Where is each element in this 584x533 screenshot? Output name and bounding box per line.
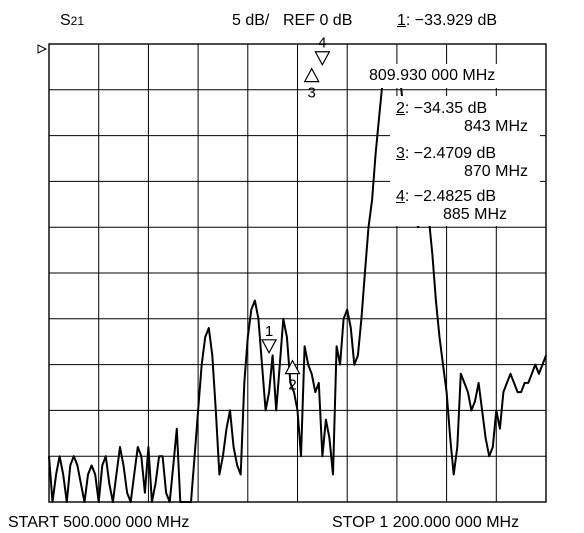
marker-4-label: 4: [318, 35, 326, 52]
marker-3-value: : −2.4709 dB: [404, 145, 497, 162]
active-marker-readout: 1: −33.929 dB: [397, 12, 497, 30]
marker-layer: 1 2 3 4: [261, 35, 331, 394]
start-frequency-label: START 500.000 000 MHz: [8, 514, 190, 531]
trace-s21: [48, 65, 547, 503]
marker-4-readout: 4: −2.4825 dB: [396, 188, 496, 206]
active-marker-number: 1: [397, 12, 406, 29]
active-freq-box: [364, 64, 540, 88]
marker-3-readout: 3: −2.4709 dB: [396, 145, 496, 163]
marker-3-number: 3: [396, 145, 405, 162]
marker-4-number: 4: [396, 188, 405, 205]
marker-2-value: : −34.35 dB: [404, 100, 488, 117]
trace-layer: [48, 65, 547, 503]
reference-level-icon: [37, 44, 48, 54]
parameter-label-sub: 21: [70, 14, 85, 28]
parameter-label: S21: [60, 12, 84, 30]
scale-label: 5 dB/: [232, 12, 270, 29]
marker-4-frequency: 885 MHz: [443, 206, 508, 223]
marker-2-frequency: 843 MHz: [464, 118, 529, 135]
marker-table-box: [390, 96, 540, 226]
active-marker-value: : −33.929 dB: [405, 12, 498, 29]
marker-4-value: : −2.4825 dB: [404, 188, 497, 205]
active-marker-frequency: 809.930 000 MHz: [369, 67, 496, 84]
stop-frequency-label: STOP 1 200.000 000 MHz: [332, 514, 520, 531]
marker-2-number: 2: [396, 100, 405, 117]
marker-2-label: 2: [288, 377, 296, 394]
marker-1-label: 1: [265, 323, 273, 340]
parameter-label-main: S: [60, 12, 71, 29]
marker-3-frequency: 870 MHz: [464, 163, 529, 180]
marker-3-triangle: [303, 67, 320, 83]
reference-label: REF 0 dB: [283, 12, 353, 29]
marker-4-triangle: [314, 51, 331, 67]
marker-3-label: 3: [308, 85, 316, 102]
marker-1-triangle: [261, 339, 278, 355]
marker-2-triangle: [284, 359, 301, 375]
marker-2-readout: 2: −34.35 dB: [396, 100, 487, 118]
